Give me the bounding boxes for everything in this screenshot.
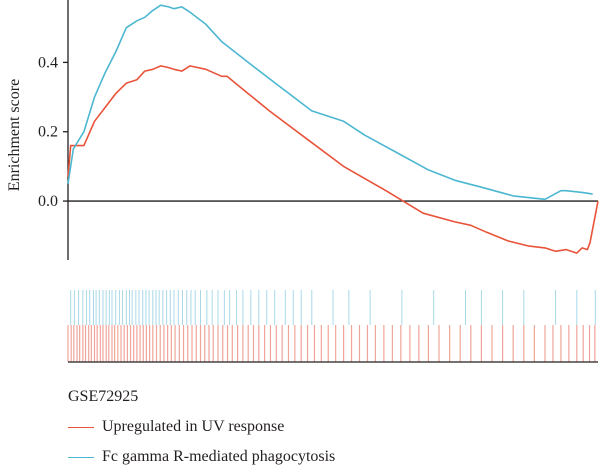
plot-axes: 0.0 0.2 0.4 — [38, 0, 598, 260]
y-axis-label: Enrichment score — [6, 79, 23, 191]
legend: GSE72925 Upregulated in UV response Fc g… — [68, 386, 335, 476]
series-line-phagocytosis — [67, 4, 593, 201]
y-tick-label: 0.0 — [38, 193, 58, 210]
legend-label-phagocytosis: Fc gamma R-mediated phagocytosis — [102, 448, 336, 465]
series-line-uv-response — [67, 65, 599, 254]
y-tick-label: 0.2 — [38, 124, 58, 141]
y-tick-label: 0.4 — [38, 54, 58, 71]
legend-item-uv-response: Upregulated in UV response — [68, 416, 335, 438]
hit-bars — [67, 290, 598, 363]
enrichment-plot: 0.0 0.2 0.4 Enrichment score — [6, 0, 599, 363]
legend-label-uv-response: Upregulated in UV response — [102, 418, 285, 435]
plot-lines — [67, 4, 599, 254]
legend-swatch-blue — [68, 456, 94, 458]
legend-title: GSE72925 — [68, 388, 139, 405]
legend-swatch-red — [68, 426, 94, 428]
legend-item-phagocytosis: Fc gamma R-mediated phagocytosis — [68, 446, 335, 468]
